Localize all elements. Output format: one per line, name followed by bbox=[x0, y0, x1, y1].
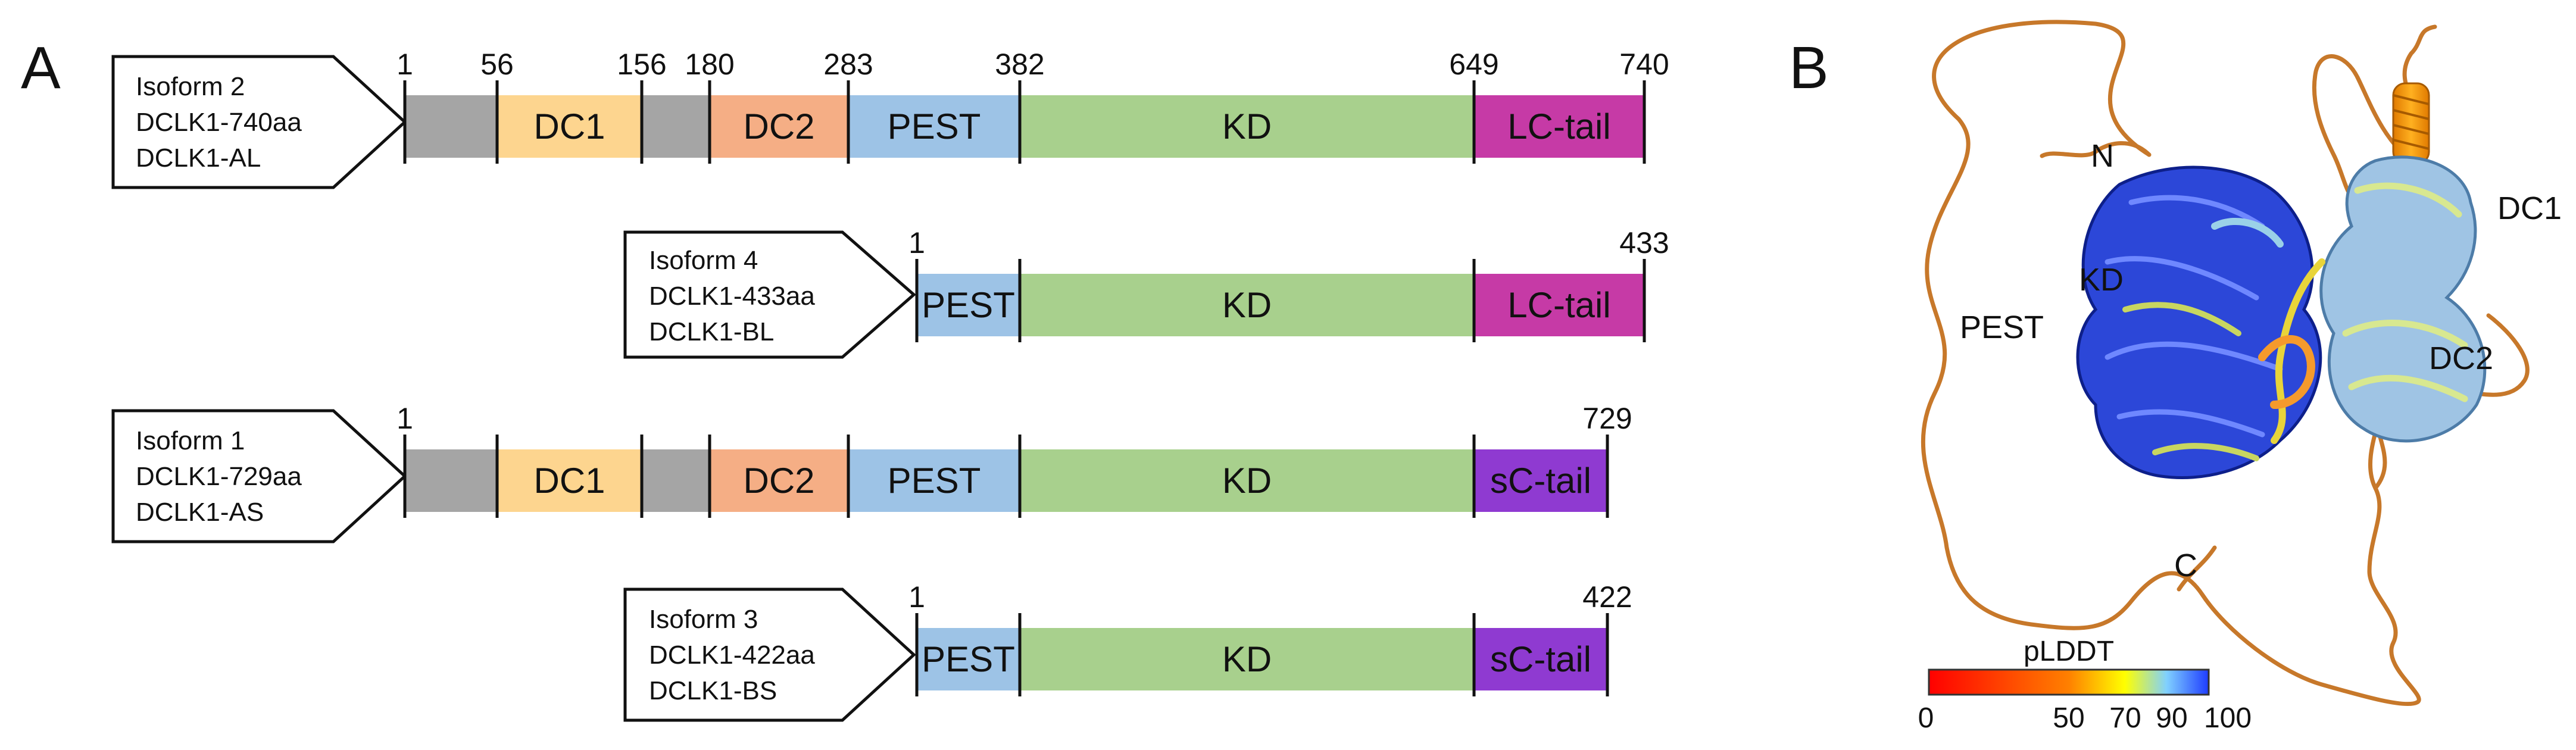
segment-label-sc-tail: sC-tail bbox=[1490, 461, 1591, 501]
structure-label-pest: PEST bbox=[1960, 310, 2044, 345]
colorbar-tick-70: 70 bbox=[2109, 702, 2141, 734]
plddt-colorbar: pLDDT 0 50 70 90 100 bbox=[1918, 636, 2252, 734]
segment-dc2 bbox=[710, 449, 848, 512]
residue-number-1: 1 bbox=[396, 48, 413, 81]
isoform-tag-line-1: Isoform 1 bbox=[136, 426, 245, 455]
colorbar-tick-90: 90 bbox=[2156, 702, 2187, 734]
kd-domain-cartoon bbox=[2076, 165, 2322, 479]
isoform-tag-line-2: DCLK1-433aa bbox=[649, 282, 815, 311]
isoform-row-4: Isoform 4 DCLK1-433aa DCLK1-BL PEST KD LC-… bbox=[623, 226, 1669, 359]
structure-label-dc2: DC2 bbox=[2429, 340, 2493, 376]
colorbar-title: pLDDT bbox=[2024, 636, 2114, 667]
segment-label-lc-tail: LC-tail bbox=[1507, 107, 1610, 146]
isoform-tag-shape bbox=[623, 588, 916, 722]
segment-pest bbox=[917, 628, 1020, 690]
segment-sc-tail bbox=[1474, 628, 1607, 690]
segment-label-dc2: DC2 bbox=[743, 461, 814, 501]
segment-linker bbox=[405, 95, 497, 158]
segment-linker bbox=[405, 449, 497, 512]
segment-linker bbox=[642, 95, 710, 158]
residue-number-156: 156 bbox=[617, 48, 666, 81]
isoform-row-3: Isoform 3 DCLK1-422aa DCLK1-BS PEST KD sC-… bbox=[623, 580, 1632, 722]
segment-label-pest: PEST bbox=[888, 107, 981, 146]
segment-kd bbox=[1020, 449, 1474, 512]
isoform-tag-line-1: Isoform 4 bbox=[649, 246, 758, 275]
isoform-tag-shape bbox=[111, 409, 407, 543]
segment-label-sc-tail: sC-tail bbox=[1490, 639, 1591, 679]
residue-number-1: 1 bbox=[908, 226, 925, 260]
segment-sc-tail bbox=[1474, 449, 1607, 512]
isoform-row-1: Isoform 1 DCLK1-729aa DCLK1-AS DC1 DC2 PES… bbox=[111, 402, 1632, 543]
segment-label-kd: KD bbox=[1222, 107, 1272, 146]
segment-lc-tail bbox=[1474, 95, 1644, 158]
segment-kd bbox=[1020, 274, 1474, 336]
colorbar-gradient bbox=[1928, 668, 2210, 696]
isoform-tag-shape bbox=[111, 55, 407, 189]
colorbar-tick-100: 100 bbox=[2204, 702, 2252, 734]
helix-stripes bbox=[2393, 94, 2430, 150]
panel-letter-b: B bbox=[1789, 35, 1829, 101]
segment-label-kd: KD bbox=[1222, 461, 1272, 501]
isoform-tag-line-1: Isoform 2 bbox=[136, 72, 245, 101]
isoform-row-2: Isoform 2 DCLK1-740aa DCLK1-AL DC1 DC2 PES… bbox=[111, 48, 1669, 189]
panel-letter-a: A bbox=[21, 35, 61, 101]
isoform-tag-line-2: DCLK1-422aa bbox=[649, 640, 815, 670]
segment-pest bbox=[848, 95, 1020, 158]
structure-label-dc1: DC1 bbox=[2497, 190, 2562, 226]
isoform-tag-line-3: DCLK1-AL bbox=[136, 143, 261, 173]
structure-label-c: C bbox=[2174, 548, 2197, 583]
residue-number-1: 1 bbox=[396, 402, 413, 435]
isoform-tag-line-3: DCLK1-AS bbox=[136, 498, 264, 527]
residue-number-422: 422 bbox=[1582, 580, 1632, 614]
segment-label-pest: PEST bbox=[922, 285, 1015, 325]
dc-domains-cartoon bbox=[2258, 155, 2487, 444]
isoform-tag-shape bbox=[623, 230, 916, 359]
segment-label-pest: PEST bbox=[922, 639, 1015, 679]
segment-lc-tail bbox=[1474, 274, 1644, 336]
residue-number-382: 382 bbox=[995, 48, 1044, 81]
domain-bar: PEST KD sC-tail 1 422 bbox=[908, 580, 1632, 696]
segment-label-pest: PEST bbox=[888, 461, 981, 501]
segment-label-dc1: DC1 bbox=[533, 461, 605, 501]
residue-number-1: 1 bbox=[908, 580, 925, 614]
structure-label-n: N bbox=[2091, 138, 2114, 174]
segment-label-lc-tail: LC-tail bbox=[1507, 285, 1610, 325]
segment-kd bbox=[1020, 95, 1474, 158]
domain-bar: PEST KD LC-tail 1 433 bbox=[908, 226, 1669, 342]
segment-kd bbox=[1020, 628, 1474, 690]
isoform-tag-line-1: Isoform 3 bbox=[649, 605, 758, 634]
isoform-tag-line-3: DCLK1-BL bbox=[649, 317, 774, 346]
panel-a: A Isoform 2 DCLK1-740aa DCLK1-AL DC1 DC2 P… bbox=[21, 35, 1669, 722]
residue-number-56: 56 bbox=[480, 48, 514, 81]
segment-label-dc2: DC2 bbox=[743, 107, 814, 146]
residue-number-649: 649 bbox=[1449, 48, 1498, 81]
structure-label-kd: KD bbox=[2079, 262, 2124, 298]
residue-number-283: 283 bbox=[823, 48, 873, 81]
colorbar-tick-0: 0 bbox=[1918, 702, 1934, 734]
colorbar-tick-50: 50 bbox=[2053, 702, 2084, 734]
segment-pest bbox=[848, 449, 1020, 512]
segment-dc1 bbox=[497, 95, 642, 158]
helix bbox=[2392, 82, 2430, 165]
isoform-tag-line-2: DCLK1-740aa bbox=[136, 108, 302, 137]
segment-label-kd: KD bbox=[1222, 285, 1272, 325]
segment-linker bbox=[642, 449, 710, 512]
domain-bar: DC1 DC2 PEST KD sC-tail 1 729 bbox=[396, 402, 1632, 518]
residue-number-740: 740 bbox=[1619, 48, 1669, 81]
segment-pest bbox=[917, 274, 1020, 336]
residue-number-433: 433 bbox=[1619, 226, 1669, 260]
segment-label-kd: KD bbox=[1222, 639, 1272, 679]
panel-b: B N KD bbox=[1789, 20, 2562, 734]
isoform-tag-line-2: DCLK1-729aa bbox=[136, 462, 302, 491]
residue-number-180: 180 bbox=[685, 48, 734, 81]
segment-label-dc1: DC1 bbox=[533, 107, 605, 146]
segment-dc1 bbox=[497, 449, 642, 512]
residue-number-729: 729 bbox=[1582, 402, 1632, 435]
isoform-tag-line-3: DCLK1-BS bbox=[649, 676, 777, 705]
segment-dc2 bbox=[710, 95, 848, 158]
